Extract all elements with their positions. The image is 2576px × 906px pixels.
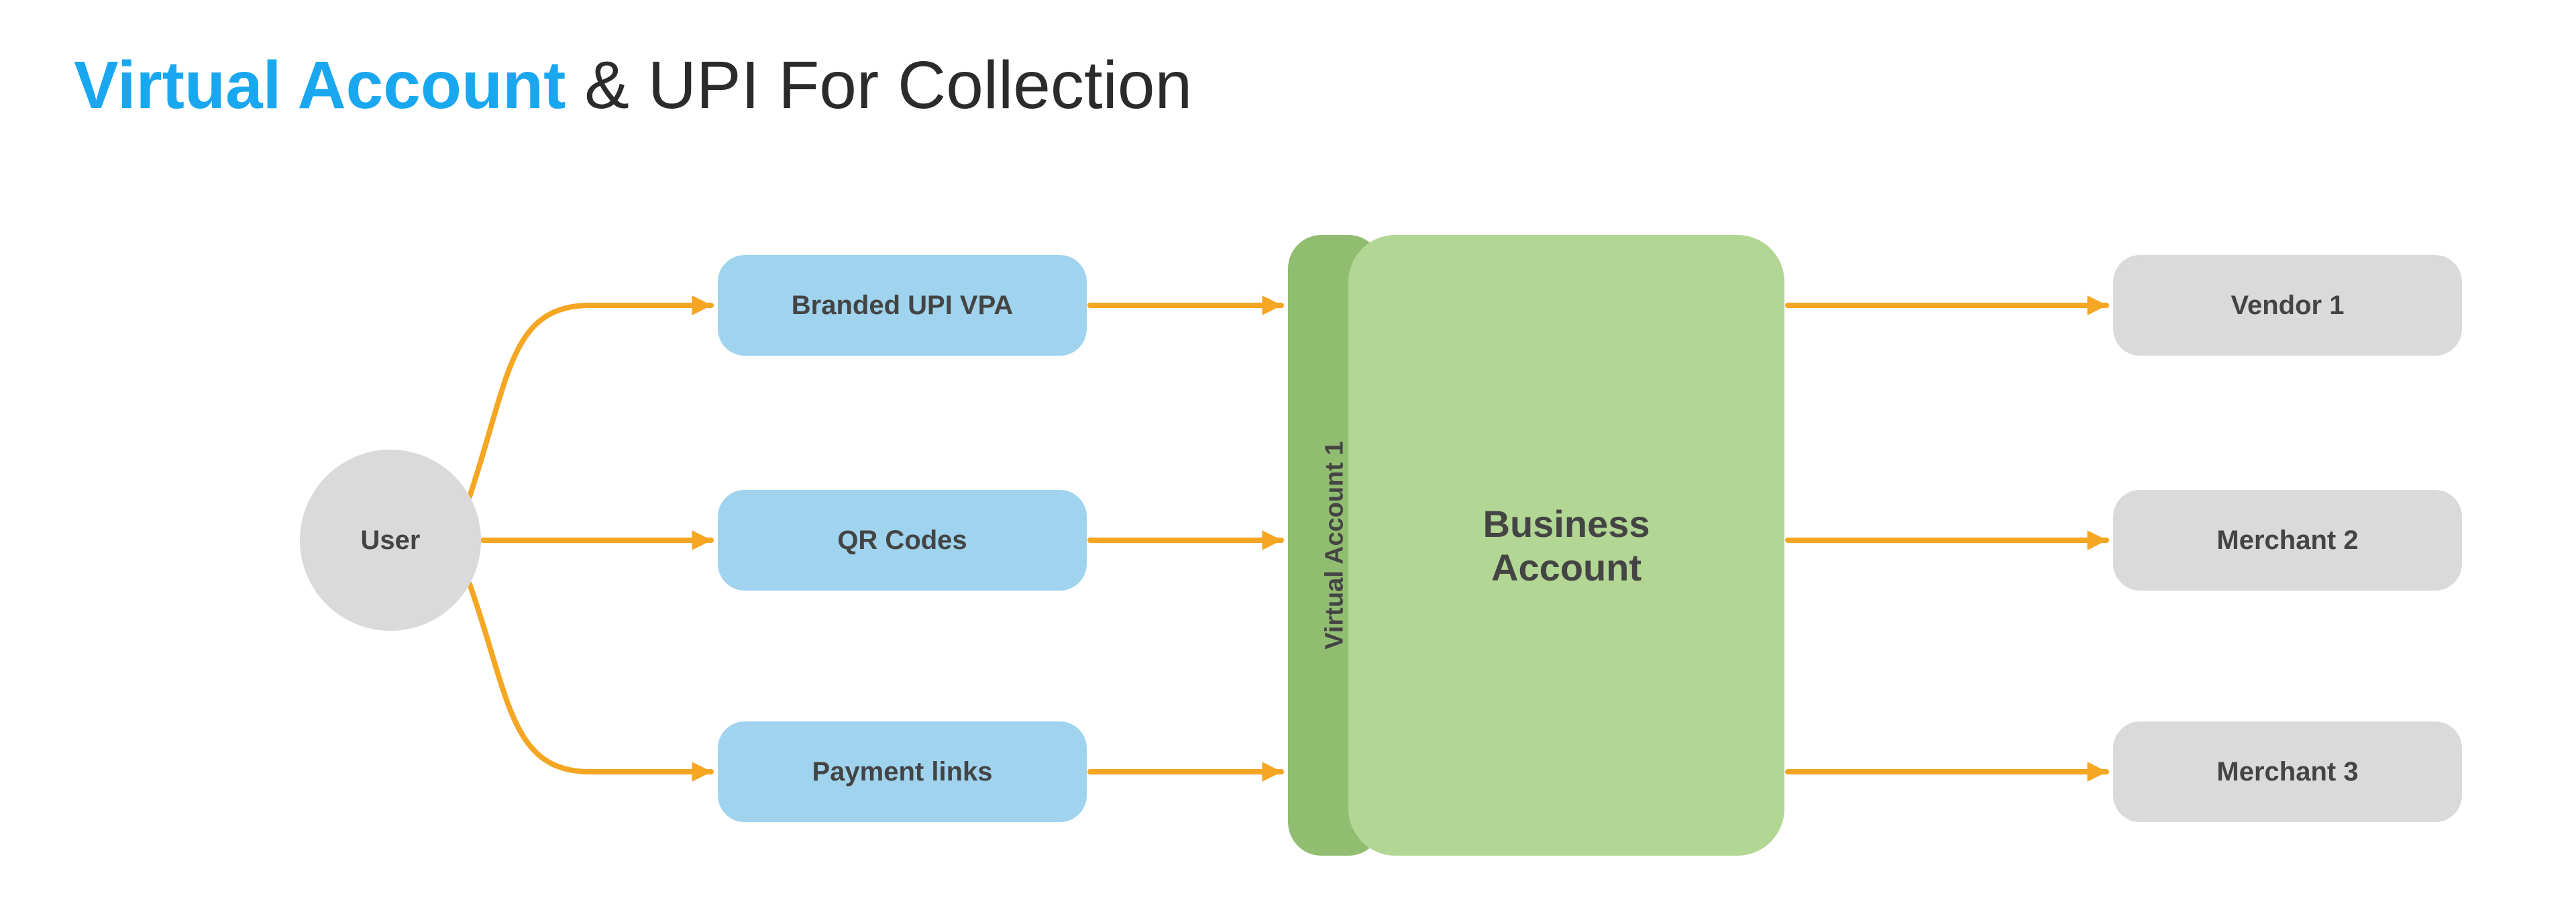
flow-diagram: User Branded UPI VPA QR Codes Payment links…	[0, 0, 2576, 906]
node-label-container: QR Codes	[718, 490, 1087, 591]
node-label-container: User	[300, 450, 481, 631]
node-label-merchant2: Merchant 2	[2216, 525, 2358, 556]
arrowhead-icon	[2088, 762, 2106, 781]
node-label-container: Branded UPI VPA	[718, 255, 1087, 356]
node-label-container: Business Account	[1348, 235, 1784, 856]
node-label-branded_upi: Branded UPI VPA	[792, 291, 1013, 321]
node-label-qr_codes: QR Codes	[837, 525, 967, 556]
flow-edge	[470, 305, 711, 497]
node-label-container: Merchant 3	[2113, 721, 2462, 822]
node-label-user: User	[361, 525, 421, 556]
arrowhead-icon	[2088, 296, 2106, 315]
node-label-container: Payment links	[718, 721, 1087, 822]
node-label-business_account: Business Account	[1483, 502, 1650, 589]
arrowhead-icon	[692, 531, 711, 550]
arrowhead-icon	[692, 296, 711, 315]
node-label-virtual_account_strip: Virtual Account 1	[1321, 441, 1350, 649]
node-label-vendor1: Vendor 1	[2231, 291, 2345, 321]
arrowhead-icon	[1263, 762, 1281, 781]
arrowhead-icon	[1263, 296, 1281, 315]
node-label-container: Vendor 1	[2113, 255, 2462, 356]
arrowhead-icon	[1263, 531, 1281, 550]
diagram-canvas: Virtual Account & UPI For Collection Use…	[0, 0, 2576, 906]
node-label-payment_links: Payment links	[812, 757, 992, 787]
arrowhead-icon	[2088, 531, 2106, 550]
arrowhead-icon	[692, 762, 711, 781]
node-label-merchant3: Merchant 3	[2216, 757, 2358, 787]
flow-edge	[470, 584, 711, 772]
node-label-container: Merchant 2	[2113, 490, 2462, 591]
